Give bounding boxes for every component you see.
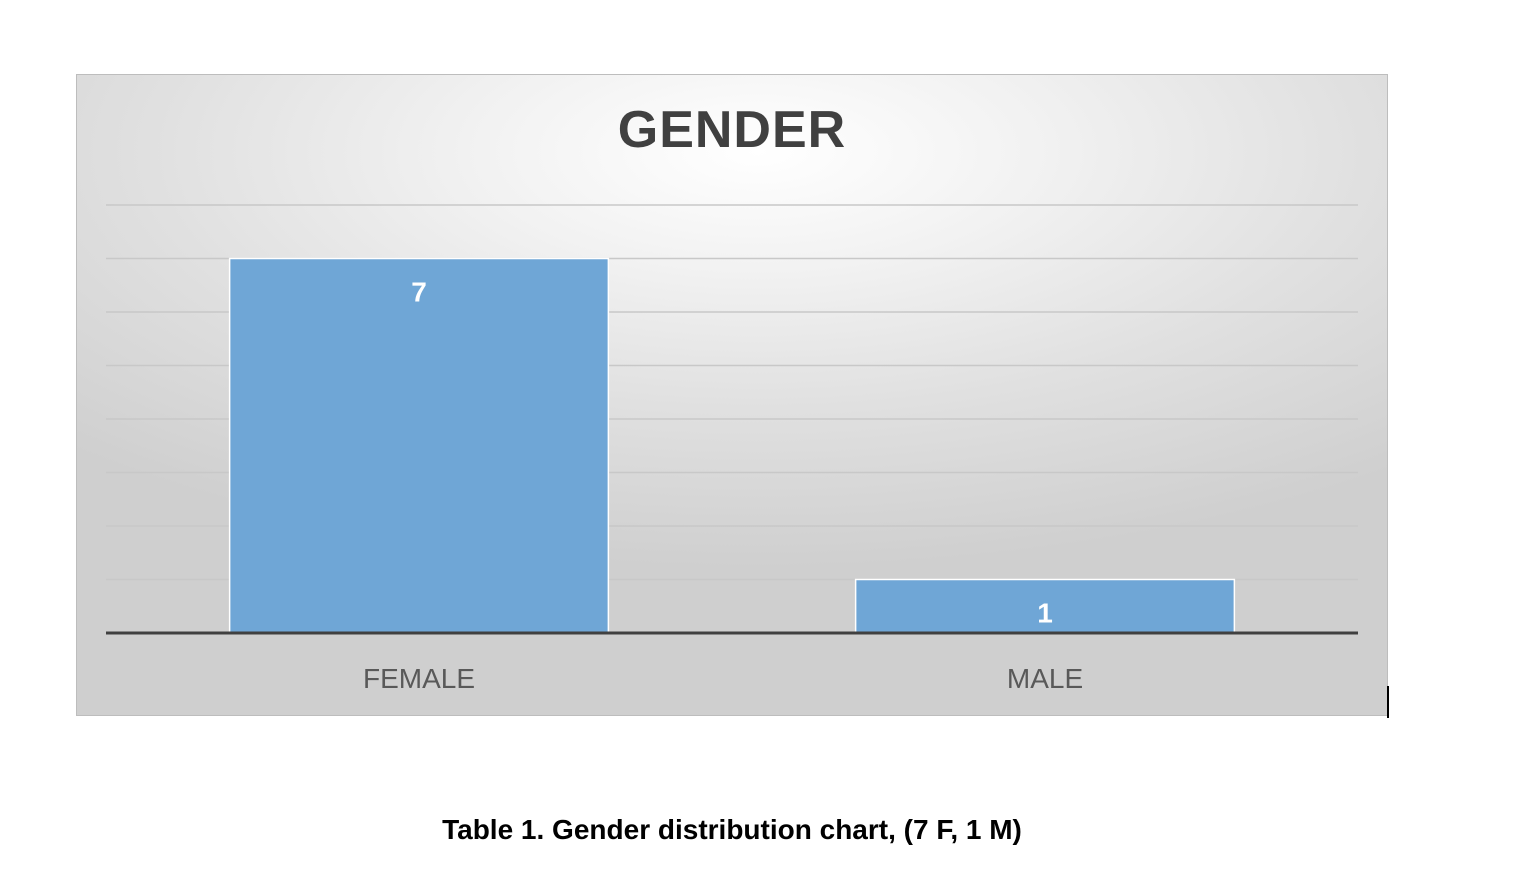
x-tick-label-female: FEMALE <box>363 663 475 694</box>
bar-male <box>854 578 1236 634</box>
x-tick-label-male: MALE <box>1007 663 1083 694</box>
bar-female <box>228 257 610 634</box>
figure-caption: Table 1. Gender distribution chart, (7 F… <box>442 814 1022 845</box>
chart-title: GENDER <box>617 101 847 159</box>
text-cursor <box>1387 686 1389 718</box>
data-labels: 71 <box>411 277 1053 629</box>
data-label-female: 7 <box>411 277 427 308</box>
bars <box>228 257 1236 634</box>
data-label-male: 1 <box>1037 598 1053 629</box>
x-axis-tick-labels: FEMALE MALE <box>363 663 1083 694</box>
